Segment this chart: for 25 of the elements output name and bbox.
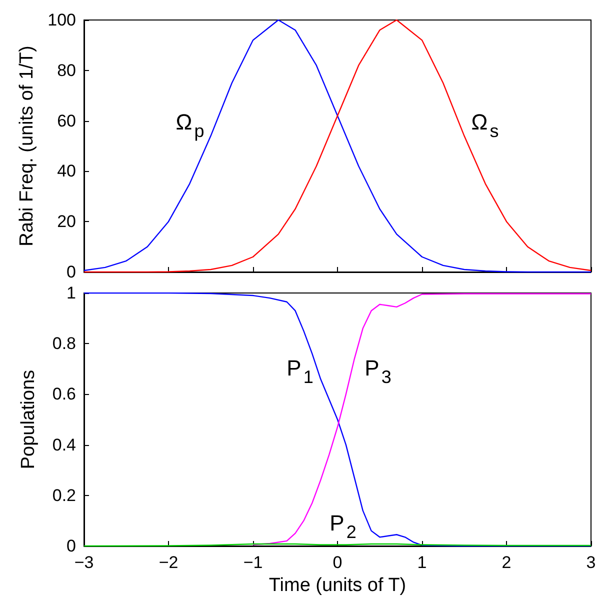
y-tick-label: 80 xyxy=(57,60,76,80)
y-tick-label: 60 xyxy=(57,111,76,130)
x-tick-label: 1 xyxy=(417,553,427,572)
y-tick-label: 0 xyxy=(66,262,76,282)
y-tick-label: 100 xyxy=(48,10,76,30)
x-tick-label: −3 xyxy=(74,553,94,572)
y-tick-label: 40 xyxy=(57,162,76,181)
x-tick-label: 0 xyxy=(332,553,342,572)
y-tick-label: 0.6 xyxy=(52,384,76,404)
y-tick-label: 20 xyxy=(57,212,76,232)
y-axis-title: Populations xyxy=(18,370,39,470)
x-tick-label: 2 xyxy=(502,553,512,572)
y-axis-title: Rabi Freq. (units of 1/T) xyxy=(16,46,38,246)
line-series xyxy=(252,293,592,546)
y-tick-label: 1 xyxy=(66,284,76,302)
line-series xyxy=(83,19,592,273)
x-tick-label: 3 xyxy=(586,553,596,572)
x-axis-title: Time (units of T) xyxy=(268,575,406,596)
y-tick-label: 0 xyxy=(66,536,76,556)
line-series xyxy=(83,292,592,547)
y-tick-label: 0.4 xyxy=(52,435,76,454)
y-tick-label: 0.8 xyxy=(52,334,76,354)
y-tick-label: 0.2 xyxy=(52,486,76,505)
x-tick-label: −2 xyxy=(158,553,178,572)
x-tick-label: −1 xyxy=(243,553,263,572)
